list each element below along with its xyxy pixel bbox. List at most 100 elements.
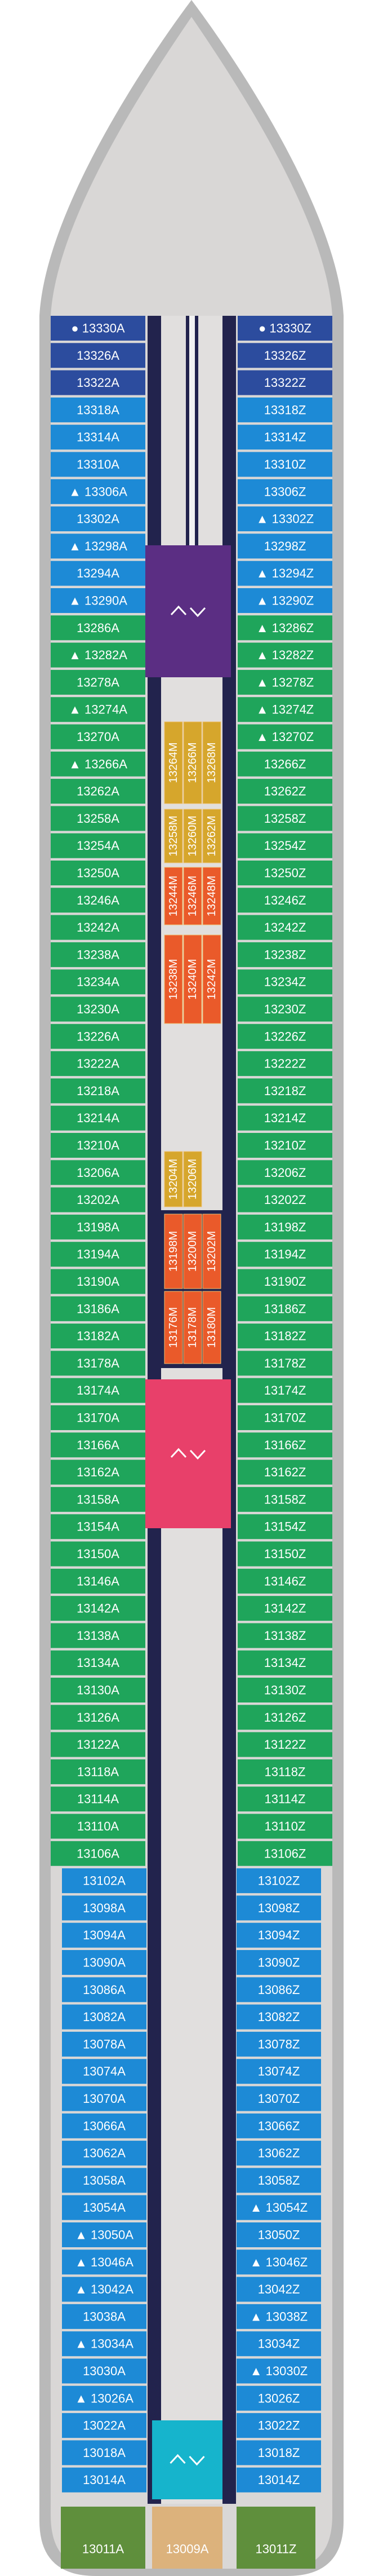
- cabin: [51, 969, 145, 995]
- inner-cabin-label: 13176M: [167, 1307, 180, 1348]
- cabin-label: 13098Z: [258, 1901, 300, 1915]
- cabin-label: ▲ 13050A: [75, 2228, 133, 2242]
- cabin: [62, 1977, 146, 2002]
- cabin: [62, 2004, 146, 2030]
- cabin-label: 13082A: [83, 2010, 126, 2024]
- cabin: [238, 370, 332, 395]
- inner-cabin-label: 13258M: [167, 815, 180, 856]
- cabin: [51, 1187, 145, 1212]
- cabin: [237, 2195, 321, 2220]
- cabin-label: ▲ 13286Z: [256, 621, 314, 635]
- cabin-label: 13102A: [83, 1874, 126, 1888]
- cabin-label: ▲ 13274A: [69, 703, 127, 717]
- cabin-label: 13090Z: [258, 1956, 300, 1970]
- cabin-label: 13194Z: [264, 1247, 306, 1261]
- cabin-label: 13250Z: [264, 866, 306, 880]
- cabin: [51, 1568, 145, 1594]
- inner-cabin-label: 13202M: [206, 1231, 218, 1272]
- cabin-label: 13218A: [77, 1084, 119, 1098]
- cabin: [51, 561, 145, 586]
- cabin-label: 13222Z: [264, 1057, 306, 1071]
- cabin-label: 13298Z: [264, 539, 306, 553]
- cabin: [238, 669, 332, 695]
- cabin-label: 13258Z: [264, 811, 306, 826]
- cabin: [237, 1950, 321, 1975]
- cabin-label: 13190A: [77, 1274, 119, 1289]
- cabin: [51, 1732, 145, 1757]
- inner-cabin: [164, 721, 183, 804]
- cabin-label: 13110Z: [265, 1819, 306, 1833]
- cabin-label: 13234A: [77, 975, 119, 989]
- cabin: [51, 861, 145, 885]
- cabin-label: 13262A: [77, 784, 119, 799]
- cabin: [237, 2168, 321, 2193]
- cabin-label: 13242A: [77, 920, 119, 934]
- cabin-label: 13234Z: [264, 975, 306, 989]
- cabin: [238, 1732, 332, 1757]
- cabin-label: 13142Z: [264, 1602, 306, 1616]
- cabin-label: 13302A: [77, 512, 119, 526]
- cabin: [238, 969, 332, 995]
- cabin-label: 13058Z: [258, 2173, 300, 2187]
- cabin: [51, 1514, 145, 1540]
- cabin: [238, 506, 332, 532]
- cabin-label: 13094Z: [258, 1928, 300, 1942]
- cabin: [51, 888, 145, 913]
- cabin: [238, 1133, 332, 1158]
- cabin: [51, 1541, 145, 1567]
- cabin: [238, 316, 332, 341]
- cabin: [238, 1378, 332, 1403]
- cabin: [238, 697, 332, 722]
- inner-cabin: [183, 809, 202, 863]
- inner-cabin-label: 13238M: [167, 959, 180, 999]
- cabin-label: 13106A: [77, 1846, 119, 1860]
- cabin: [51, 915, 145, 940]
- cabin-label: 13090A: [83, 1956, 126, 1970]
- cabin-label: 13174A: [77, 1383, 119, 1397]
- cabin: [62, 2467, 146, 2493]
- cabin: [62, 2086, 146, 2111]
- cabin-label: 13266Z: [264, 757, 306, 771]
- cabin: [238, 806, 332, 831]
- inner-cabin: [164, 867, 183, 925]
- cabin-label: 13026Z: [258, 2391, 300, 2405]
- cabin: [51, 316, 145, 341]
- cabin: [238, 1269, 332, 1294]
- cabin-label: ▲ 13046Z: [250, 2255, 308, 2269]
- cabin: [237, 2304, 321, 2329]
- inner-cabin-label: 13200M: [186, 1231, 199, 1272]
- stairs: [145, 545, 231, 677]
- cabin-label: 13074A: [83, 2065, 126, 2079]
- cabin-label: 13102Z: [258, 1874, 300, 1888]
- cabin: [51, 642, 145, 668]
- cabin: [51, 1623, 145, 1648]
- cabin: [237, 2086, 321, 2111]
- cabin: [237, 2413, 321, 2438]
- cabin-label: 13182A: [77, 1329, 119, 1343]
- cabin-label: 13062A: [83, 2146, 126, 2160]
- cabin-label: 13142A: [77, 1602, 119, 1616]
- cabin: [238, 1759, 332, 1784]
- cabin: [238, 1623, 332, 1648]
- stairs: [152, 2420, 222, 2499]
- cabin: [238, 533, 332, 559]
- cabin-label: 13306Z: [264, 484, 306, 499]
- cabin-label: 13126Z: [264, 1710, 306, 1724]
- cabin: [51, 1678, 145, 1702]
- cabin: [51, 1841, 145, 1866]
- cabin-label: ▲ 13290Z: [256, 594, 314, 608]
- cabin-label: ● 13330A: [71, 321, 125, 336]
- inner-cabin: [164, 809, 183, 863]
- cabin-label: 13326A: [77, 349, 119, 363]
- cabin-label: 13110A: [77, 1819, 119, 1833]
- cabin: [238, 425, 332, 450]
- cabin: [62, 1950, 146, 1975]
- stairs-icon: [170, 2454, 205, 2466]
- cabin: [51, 1160, 145, 1185]
- cabin-label: 13146A: [77, 1574, 119, 1588]
- cabin: [237, 2467, 321, 2493]
- cabin: [238, 1568, 332, 1594]
- cabin: [62, 2113, 146, 2138]
- cabin: [51, 1650, 145, 1675]
- cabin: [51, 533, 145, 559]
